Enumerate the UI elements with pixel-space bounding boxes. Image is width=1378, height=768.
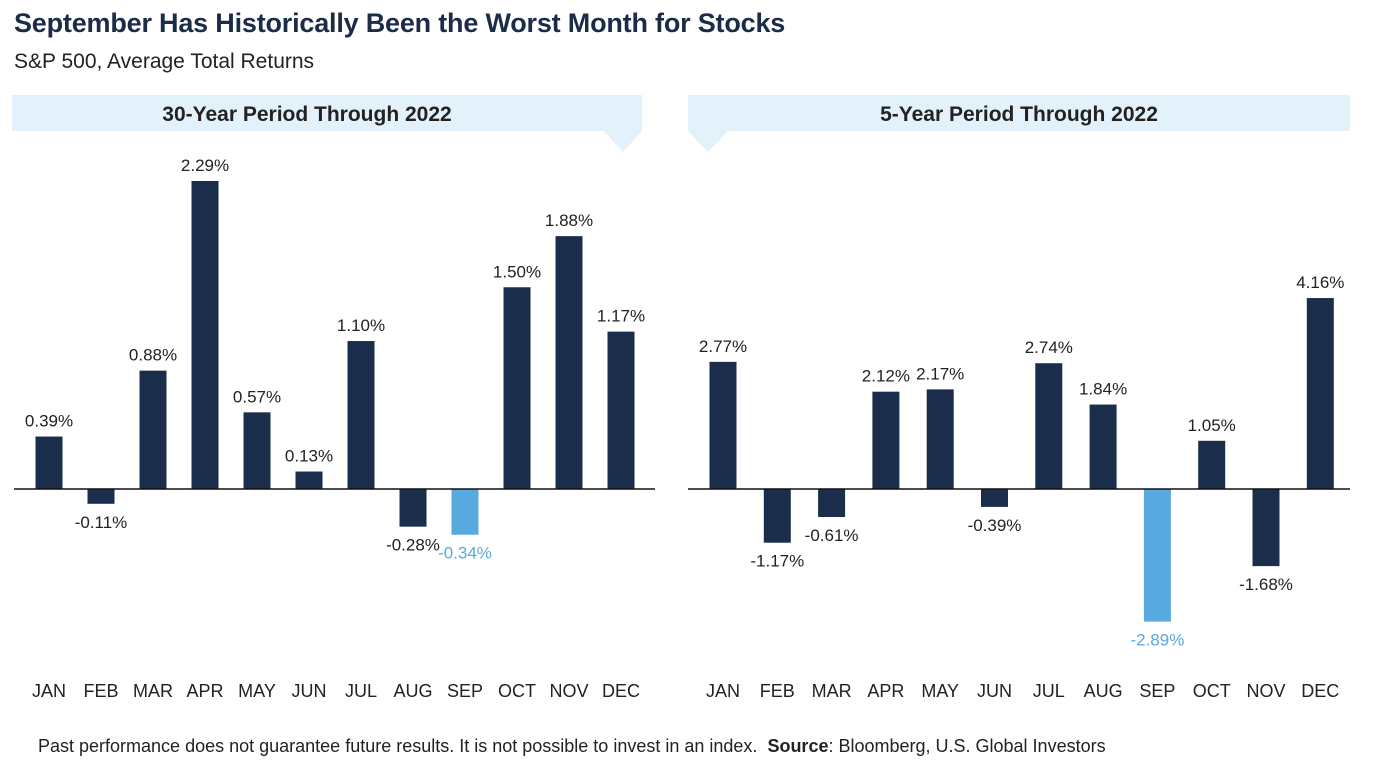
x-tick-label: JUN xyxy=(292,681,327,701)
x-tick-label: APR xyxy=(867,681,904,701)
bar-sep xyxy=(451,489,479,535)
bar-may xyxy=(243,412,271,489)
panel-title-banner xyxy=(12,95,642,131)
data-label: -0.28% xyxy=(386,536,440,555)
x-tick-label: FEB xyxy=(760,681,795,701)
bar-aug xyxy=(1089,404,1117,489)
panel-title: 5-Year Period Through 2022 xyxy=(880,103,1158,126)
data-label: 1.10% xyxy=(337,316,385,335)
bar-jan xyxy=(35,436,63,489)
bar-dec xyxy=(1306,298,1334,489)
bar-jul xyxy=(1035,363,1063,489)
x-tick-label: SEP xyxy=(1139,681,1175,701)
data-label: 0.39% xyxy=(25,412,73,431)
data-label: -1.68% xyxy=(1239,575,1293,594)
bar-feb xyxy=(763,489,791,543)
data-label: 1.05% xyxy=(1188,416,1236,435)
data-label: 2.12% xyxy=(862,367,910,386)
x-tick-label: OCT xyxy=(1193,681,1231,701)
chart-subtitle: S&P 500, Average Total Returns xyxy=(14,50,315,73)
x-tick-label: MAY xyxy=(238,681,276,701)
x-tick-label: MAR xyxy=(133,681,173,701)
data-label: 1.88% xyxy=(545,211,593,230)
panel-30-year: 30-Year Period Through 2022 0.39% JAN -0.11… xyxy=(12,95,655,701)
chart-title: September Has Historically Been the Wors… xyxy=(14,8,786,38)
bar-jun xyxy=(981,489,1008,507)
data-label: -0.39% xyxy=(968,516,1022,535)
panel-title-banner xyxy=(688,95,1350,131)
bar-dec xyxy=(607,331,635,489)
banner-pointer xyxy=(688,131,728,152)
bar-jul xyxy=(347,341,375,489)
bar-feb xyxy=(87,489,115,504)
bar-may xyxy=(926,389,954,489)
x-tick-label: SEP xyxy=(447,681,483,701)
bar-nov xyxy=(1252,489,1280,567)
bar-mar xyxy=(139,370,167,489)
bar-sep xyxy=(1143,489,1171,622)
data-label: 2.74% xyxy=(1025,338,1073,357)
x-tick-label: JUL xyxy=(345,681,377,701)
source-label: Source xyxy=(767,736,829,756)
bar-apr xyxy=(191,180,219,489)
x-tick-label: APR xyxy=(186,681,223,701)
bar-jun xyxy=(295,471,323,489)
x-tick-label: FEB xyxy=(83,681,118,701)
data-label: -1.17% xyxy=(750,552,804,571)
x-tick-label: DEC xyxy=(1301,681,1339,701)
x-tick-label: JAN xyxy=(32,681,66,701)
x-tick-label: AUG xyxy=(393,681,432,701)
data-label: 2.29% xyxy=(181,156,229,175)
data-label: -2.89% xyxy=(1130,631,1184,650)
banner-pointer xyxy=(604,131,642,152)
bar-oct xyxy=(503,287,531,489)
x-tick-label: OCT xyxy=(498,681,536,701)
x-tick-label: AUG xyxy=(1084,681,1123,701)
x-tick-label: JAN xyxy=(706,681,740,701)
data-label: 0.88% xyxy=(129,346,177,365)
x-tick-label: NOV xyxy=(1246,681,1285,701)
footer: Past performance does not guarantee futu… xyxy=(38,736,1106,757)
x-tick-label: JUL xyxy=(1033,681,1065,701)
bar-nov xyxy=(555,236,583,489)
data-label: 0.57% xyxy=(233,387,281,406)
data-label: -0.61% xyxy=(805,526,859,545)
data-label: 1.50% xyxy=(493,262,541,281)
bar-oct xyxy=(1198,440,1226,489)
data-label: 2.17% xyxy=(916,364,964,383)
data-label: 1.17% xyxy=(597,307,645,326)
data-label: 1.84% xyxy=(1079,380,1127,399)
source-text: : Bloomberg, U.S. Global Investors xyxy=(828,736,1106,756)
panel-5-year: 5-Year Period Through 2022 2.77% JAN -1.17%… xyxy=(688,95,1350,701)
x-tick-label: NOV xyxy=(549,681,588,701)
bar-jan xyxy=(709,361,737,489)
panel-title: 30-Year Period Through 2022 xyxy=(162,103,451,126)
x-tick-label: MAY xyxy=(921,681,959,701)
data-label: -0.11% xyxy=(75,513,128,532)
bar-mar xyxy=(818,489,846,517)
x-tick-label: JUN xyxy=(977,681,1012,701)
data-label: 4.16% xyxy=(1296,273,1344,292)
data-label: -0.34% xyxy=(438,544,492,563)
data-label: 0.13% xyxy=(285,447,333,466)
bar-aug xyxy=(399,489,427,527)
x-tick-label: DEC xyxy=(602,681,640,701)
disclaimer: Past performance does not guarantee futu… xyxy=(38,736,758,756)
bar-apr xyxy=(872,391,900,489)
data-label: 2.77% xyxy=(699,337,747,356)
x-tick-label: MAR xyxy=(812,681,852,701)
